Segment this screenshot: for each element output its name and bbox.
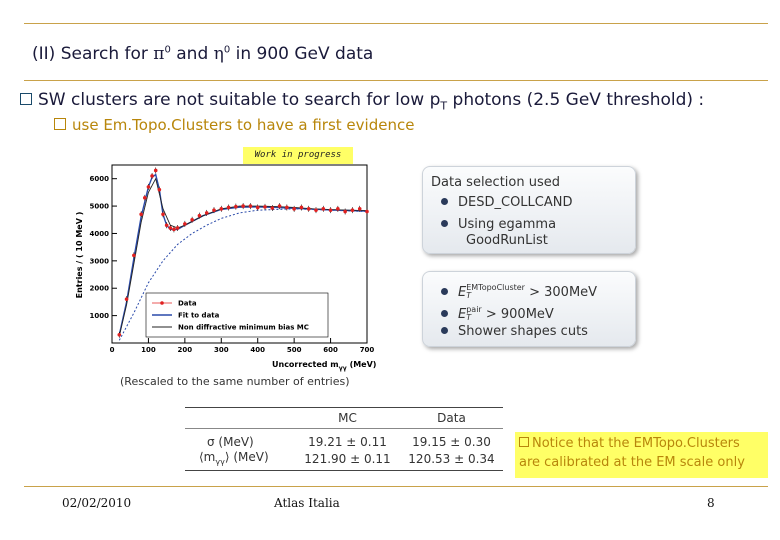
data-point <box>168 226 173 230</box>
bullet-dot-icon <box>441 288 448 295</box>
data-point <box>197 213 202 218</box>
y-tick-label: 4000 <box>90 230 110 238</box>
data-point <box>204 211 209 215</box>
data-point <box>314 208 318 212</box>
data-point <box>157 187 162 192</box>
data-point <box>241 204 245 208</box>
x-tick-label: 100 <box>141 346 156 354</box>
bullet-box-icon <box>20 93 32 105</box>
legend-entry: Fit to data <box>178 312 220 320</box>
x-tick-label: 200 <box>178 346 193 354</box>
data-selection-panel: Data selection used DESD_COLLCAND Using … <box>422 166 636 254</box>
data-point <box>285 205 289 210</box>
data-point <box>357 207 362 211</box>
legend-data-marker <box>160 301 164 305</box>
x-tick-label: 500 <box>287 346 302 354</box>
data-point <box>117 332 122 337</box>
data-point <box>132 253 136 258</box>
selection-item: GoodRunList <box>466 233 548 248</box>
data-point <box>175 226 180 230</box>
data-point <box>212 208 216 212</box>
x-axis-label: Uncorrected mγγ (MeV) <box>272 360 376 372</box>
cut-item: Shower shapes cuts <box>441 324 588 339</box>
notice-box: Notice that the EMTopo.Clusters are cali… <box>515 432 768 478</box>
table-row: σ (MeV) 19.21 ± 0.11 19.15 ± 0.30 <box>207 434 491 449</box>
selection-item: DESD_COLLCAND <box>441 195 573 210</box>
table-header-row: MC Data <box>185 408 503 428</box>
table-row: ⟨mγγ⟩ (MeV) 121.90 ± 0.11 120.53 ± 0.34 <box>199 450 495 467</box>
data-point <box>299 205 304 210</box>
y-tick-label: 1000 <box>90 312 110 320</box>
data-point <box>328 208 333 212</box>
work-in-progress-label: Work in progress <box>243 147 353 164</box>
data-point <box>270 206 275 210</box>
y-axis-label: Entries / ( 10 MeV ) <box>75 212 84 299</box>
data-point <box>139 212 143 217</box>
data-point <box>124 297 129 301</box>
data-point <box>153 168 158 173</box>
bullet-dot-icon <box>441 310 448 317</box>
y-tick-label: 3000 <box>90 257 110 265</box>
bullet-dot-icon <box>441 327 448 334</box>
data-point <box>292 207 296 211</box>
x-tick-label: 300 <box>214 346 229 354</box>
cut-item: E EMTopoCluster T > 300MeV <box>441 284 597 300</box>
x-tick-label: 600 <box>323 346 338 354</box>
data-point <box>190 217 194 222</box>
data-point <box>350 208 355 212</box>
data-point <box>226 205 231 210</box>
x-tick-label: 400 <box>250 346 265 354</box>
footer-date: 02/02/2010 <box>62 496 132 510</box>
data-point <box>321 207 326 211</box>
data-point <box>306 207 311 211</box>
data-point <box>150 174 154 178</box>
y-tick-label: 6000 <box>90 175 110 183</box>
data-point <box>183 222 187 226</box>
legend-entry: Data <box>178 300 197 308</box>
table-header-data: Data <box>437 411 466 425</box>
y-tick-label: 2000 <box>90 285 110 293</box>
data-point <box>234 204 238 209</box>
footer-rule <box>24 486 768 487</box>
data-point <box>219 207 224 211</box>
data-point <box>255 205 260 210</box>
table-header-mc: MC <box>338 411 357 425</box>
title-rule <box>24 80 768 81</box>
data-point <box>172 227 176 232</box>
main-bullet: SW clusters are not suitable to search f… <box>20 90 704 112</box>
data-point <box>343 209 347 214</box>
data-point <box>161 212 165 217</box>
panel-header: Data selection used <box>431 175 560 190</box>
sub-bullet: use Em.Topo.Clusters to have a first evi… <box>54 116 414 134</box>
bullet-dot-icon <box>441 220 448 227</box>
y-tick-label: 5000 <box>90 203 110 211</box>
results-table: MC Data σ (MeV) 19.21 ± 0.11 19.15 ± 0.3… <box>185 407 503 471</box>
data-point <box>263 205 267 209</box>
data-point <box>164 223 169 228</box>
data-point <box>336 207 340 211</box>
selection-item: Using egamma <box>441 217 556 232</box>
data-point <box>277 204 282 208</box>
data-point <box>248 204 253 208</box>
legend-entry: Non diffractive minimum bias MC <box>178 324 309 332</box>
footer-center: Atlas Italia <box>274 496 340 510</box>
mass-spectrum-chart: 0 100 200 300 400 500 600 700 1000 2000 3000 4000 50… <box>75 164 376 372</box>
x-tick-label: 700 <box>360 346 375 354</box>
data-point <box>146 185 151 189</box>
bullet-box-icon <box>54 118 66 130</box>
top-rule <box>24 23 768 24</box>
bullet-box-icon <box>519 437 529 447</box>
chart-caption: (Rescaled to the same number of entries) <box>120 375 350 388</box>
legend-box <box>145 292 329 338</box>
page-number: 8 <box>707 496 715 510</box>
x-tick-label: 0 <box>110 346 115 354</box>
slide-title: (II) Search for π0 and η0 in 900 GeV dat… <box>32 44 374 64</box>
data-point <box>142 196 147 200</box>
data-point <box>365 209 369 214</box>
bullet-dot-icon <box>441 198 448 205</box>
